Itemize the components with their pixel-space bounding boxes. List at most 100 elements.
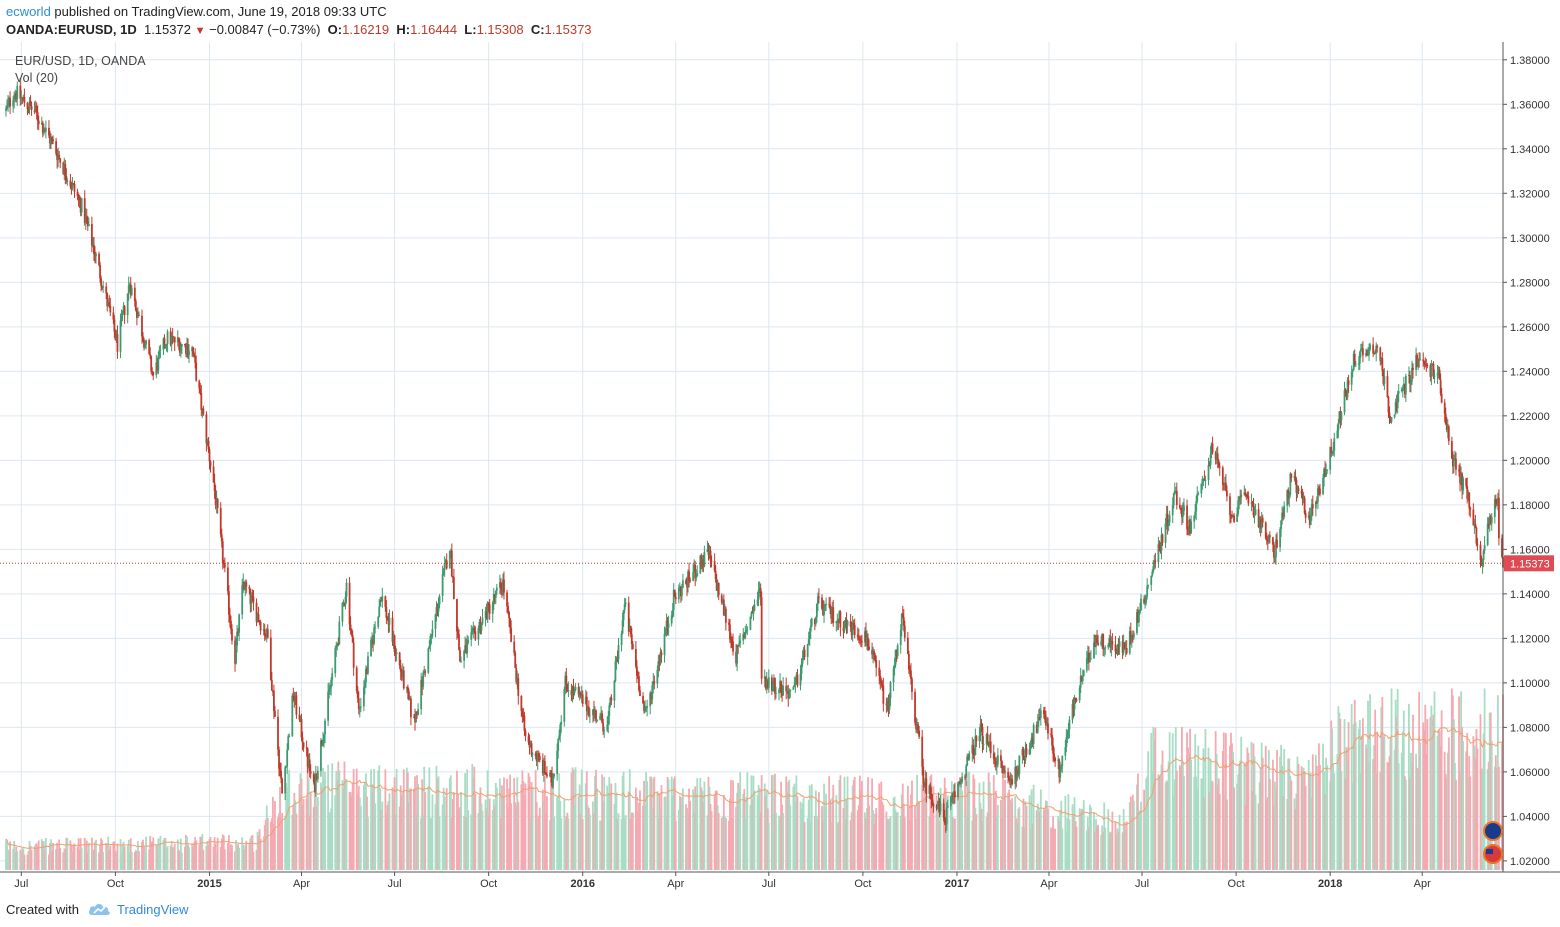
- volume-bar: [1147, 751, 1150, 870]
- candle-body: [187, 345, 189, 355]
- volume-bar: [42, 841, 45, 870]
- volume-bar: [774, 773, 776, 870]
- candle-body: [458, 634, 460, 651]
- candle-body: [280, 770, 282, 779]
- candle-body: [6, 105, 8, 109]
- volume-bar: [1279, 756, 1281, 870]
- volume-bar: [786, 792, 789, 870]
- candle-body: [5, 108, 7, 111]
- volume-bar: [1454, 762, 1456, 870]
- candle-body: [307, 759, 310, 767]
- candle-body: [1103, 648, 1106, 650]
- volume-bar: [918, 801, 921, 870]
- tradingview-brand[interactable]: TradingView: [117, 902, 189, 917]
- volume-bar: [64, 849, 67, 870]
- candle-body: [330, 679, 333, 688]
- candle-body: [442, 569, 445, 574]
- volume-bar: [1451, 695, 1454, 870]
- candle-body: [596, 719, 598, 722]
- x-tick-label: Oct: [480, 878, 497, 890]
- volume-bar: [372, 784, 374, 870]
- candle-body: [1102, 633, 1105, 650]
- volume-bar: [1350, 703, 1353, 870]
- candle-body: [1189, 519, 1192, 534]
- volume-bar: [806, 817, 809, 870]
- candle-body: [1419, 359, 1422, 361]
- volume-bar: [152, 837, 155, 870]
- volume-bar: [1473, 745, 1476, 870]
- volume-bar: [1109, 832, 1112, 870]
- volume-bar: [337, 761, 340, 870]
- candle-body: [1136, 611, 1138, 633]
- volume-bar: [34, 844, 37, 870]
- volume-bar: [617, 813, 620, 870]
- volume-bar: [1157, 774, 1160, 870]
- candle-body: [1064, 747, 1067, 756]
- candle-body: [751, 612, 754, 614]
- volume-bar: [279, 787, 281, 870]
- candle-body: [415, 712, 417, 723]
- volume-bar: [262, 836, 265, 870]
- candle-body: [413, 717, 415, 719]
- candle-body: [1268, 535, 1271, 538]
- volume-bar: [22, 848, 25, 870]
- candle-body: [491, 602, 494, 614]
- candle-body: [1315, 501, 1318, 503]
- candle-body: [842, 627, 845, 632]
- volume-bar: [1429, 717, 1432, 870]
- candle-body: [219, 507, 222, 535]
- price-chart[interactable]: 1.380001.360001.340001.320001.300001.280…: [0, 42, 1560, 894]
- candle-body: [1214, 452, 1217, 460]
- candle-body: [1295, 479, 1298, 493]
- volume-bar: [1424, 704, 1427, 870]
- candle-body: [502, 579, 504, 592]
- volume-bar: [565, 816, 568, 870]
- volume-bar: [477, 812, 480, 870]
- author-link[interactable]: ecworld: [6, 4, 51, 19]
- volume-bar: [1090, 807, 1092, 870]
- candle-body: [58, 155, 61, 159]
- high-label: H:: [396, 22, 411, 37]
- candle-body: [837, 620, 840, 623]
- candle-body: [381, 596, 384, 602]
- volume-bar: [908, 807, 910, 870]
- candle-body: [1340, 412, 1343, 421]
- candle-body: [1015, 766, 1018, 779]
- volume-bar: [165, 847, 168, 870]
- volume-bar: [331, 763, 334, 870]
- volume-bar: [379, 788, 382, 870]
- candle-body: [266, 629, 269, 638]
- candle-body: [372, 639, 374, 644]
- volume-bar: [746, 772, 749, 870]
- volume-bar: [901, 783, 904, 870]
- volume-bar: [330, 808, 333, 870]
- candle-body: [649, 692, 652, 707]
- candle-body: [849, 621, 852, 627]
- candle-body: [722, 599, 725, 616]
- candle-body: [1445, 423, 1448, 430]
- volume-bar: [743, 788, 746, 870]
- volume-bar: [638, 803, 640, 870]
- candle-body: [1411, 367, 1413, 382]
- volume-bar: [1444, 774, 1447, 870]
- candle-body: [663, 633, 666, 656]
- candle-body: [656, 669, 659, 684]
- volume-bar: [35, 843, 38, 870]
- volume-bar: [173, 843, 176, 870]
- candle-body: [832, 607, 835, 623]
- volume-bar: [1322, 743, 1324, 870]
- volume-bar: [1462, 740, 1465, 870]
- candle-body: [949, 796, 952, 807]
- candle-body: [309, 771, 312, 774]
- volume-bar: [578, 784, 581, 870]
- chart-area[interactable]: 1.38000 1.36000 1.34000 1.32000 1.30000 1.280…: [0, 42, 1560, 894]
- candle-body: [764, 676, 767, 689]
- candle-body: [680, 587, 683, 597]
- volume-bar: [720, 817, 723, 870]
- tradingview-cloud-icon[interactable]: [88, 901, 112, 917]
- candle-body: [634, 648, 637, 667]
- volume-bar: [250, 835, 253, 870]
- volume-bar: [158, 845, 161, 870]
- volume-bar: [344, 778, 347, 870]
- volume-bar: [1475, 728, 1478, 870]
